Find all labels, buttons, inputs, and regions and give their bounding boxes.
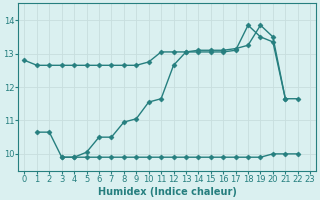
X-axis label: Humidex (Indice chaleur): Humidex (Indice chaleur)	[98, 187, 237, 197]
